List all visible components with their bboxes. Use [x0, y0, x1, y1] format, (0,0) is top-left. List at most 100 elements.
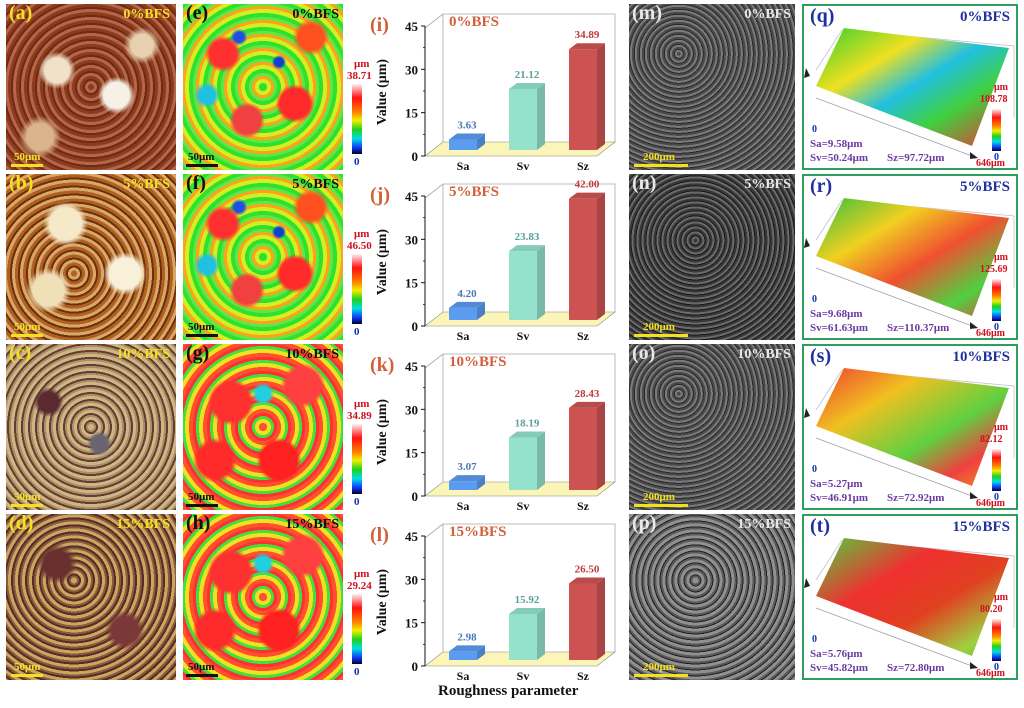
bar-sa [449, 651, 477, 660]
bar-side [537, 608, 545, 660]
panel-label: (p) [632, 514, 657, 534]
optical-photo-panel: (b) 5%BFS 50μm [6, 174, 176, 340]
surface-3d-panel: (s) 10%BFS μm 82.12 0 0 646μm Sa=5.27μm Sv=46.91… [802, 344, 1018, 510]
colorbar-min: 0 [354, 156, 360, 168]
bar-side [477, 475, 485, 490]
axis-arrow-icon [804, 238, 810, 248]
sem-image-panel: (n) 5%BFS 200μm [629, 174, 795, 340]
panel-label: (m) [632, 4, 662, 24]
bfs-label: 0%BFS [959, 9, 1010, 25]
chart-title: 15%BFS [449, 524, 507, 540]
bar-side [477, 133, 485, 150]
panel-label: (r) [810, 175, 833, 197]
bar-top [449, 475, 485, 482]
scale-bar [634, 674, 688, 677]
colorbar-max: 108.78 [980, 94, 1008, 105]
axis-origin-label: 0 [812, 124, 817, 135]
y-tick-label: 15 [405, 276, 419, 291]
x-tick-label: Sv [517, 329, 530, 340]
wall-edge [424, 353, 444, 369]
colorbar-min: 0 [994, 492, 999, 503]
height-map-panel: (g) 10%BFS 50μm [183, 344, 343, 510]
scale-bar-text: 200μm [643, 661, 675, 673]
bar-sa [449, 139, 477, 150]
bar-value-label: 28.43 [575, 388, 600, 400]
colorbar-unit: μm [354, 228, 370, 240]
panel-label: (k) [370, 354, 395, 376]
bar-top [509, 245, 545, 252]
y-tick-label: 45 [405, 19, 419, 34]
scale-bar [634, 334, 688, 337]
bar-chart: (j) Value (μm) 0 15 30 45 5%BFS 4.20 Sa 23.83 Sv 42… [363, 174, 625, 340]
y-tick-label: 15 [405, 106, 419, 121]
bar-side [597, 192, 605, 320]
sem-image-panel: (m) 0%BFS 200μm [629, 4, 795, 170]
colorbar [352, 254, 362, 324]
scale-bar-text: 200μm [643, 321, 675, 333]
bar-sv [509, 614, 537, 660]
sv-value: Sv=61.63μm [810, 322, 869, 334]
axis-arrow-icon [804, 578, 810, 588]
y-tick-label: 0 [412, 319, 419, 334]
bar-chart: (l) Value (μm) 0 15 30 45 15%BFS 2.98 Sa 15.92 Sv 2… [363, 514, 625, 704]
panel-label: (h) [186, 514, 211, 534]
x-tick-label: Sv [517, 669, 530, 680]
scale-bar [634, 164, 688, 167]
panel-label: (i) [370, 14, 389, 36]
bfs-label: 10%BFS [285, 347, 339, 362]
bar-sa [449, 481, 477, 490]
y-tick-label: 30 [405, 232, 418, 247]
surface-3d-panel: (r) 5%BFS μm 125.69 0 0 646μm Sa=9.68μm Sv=61.63… [802, 174, 1018, 340]
scale-bar-text: 50μm [14, 151, 41, 163]
scale-bar-text: 50μm [188, 491, 215, 503]
colorbar [992, 619, 1001, 661]
y-tick-label: 30 [405, 402, 418, 417]
x-tick-label: Sa [457, 669, 470, 680]
bar-sa [449, 307, 477, 320]
bar-side [537, 82, 545, 150]
x-tick-label: Sa [457, 329, 470, 340]
colorbar [352, 424, 362, 494]
optical-photo-panel: (c) 10%BFS 50μm [6, 344, 176, 510]
axis-arrow-icon [804, 408, 810, 418]
bfs-label: 0%BFS [744, 7, 791, 22]
axis-length-label: 646μm [976, 328, 1005, 339]
bar-value-label: 3.07 [457, 461, 477, 473]
optical-photo-panel: (d) 15%BFS 50μm [6, 514, 176, 680]
back-wall [442, 353, 616, 482]
y-tick-label: 45 [405, 529, 419, 544]
colorbar-min: 0 [994, 322, 999, 333]
bar-value-label: 21.12 [515, 69, 540, 81]
bounding-box [815, 369, 1015, 458]
axis-length-label: 646μm [976, 498, 1005, 509]
y-tick-label: 15 [405, 616, 419, 631]
colorbar-max: 80.20 [980, 604, 1003, 615]
bfs-label: 15%BFS [116, 517, 170, 532]
y-tick-label: 45 [405, 189, 419, 204]
bar-value-label: 18.19 [515, 417, 540, 429]
axis-origin-label: 0 [812, 634, 817, 645]
colorbar-min: 0 [354, 326, 360, 338]
sv-value: Sv=50.24μm [810, 152, 869, 164]
bar-value-label: 34.89 [575, 29, 600, 41]
bfs-label: 0%BFS [292, 7, 339, 22]
bfs-label: 5%BFS [123, 177, 170, 192]
scale-bar-text: 50μm [188, 151, 215, 163]
axis-length-label: 646μm [976, 158, 1005, 169]
colorbar-min: 0 [994, 662, 999, 673]
y-tick-label: 0 [412, 489, 419, 504]
scale-bar-text: 50μm [188, 661, 215, 673]
height-map-panel: (e) 0%BFS 50μm [183, 4, 343, 170]
colorbar-max: 38.71 [347, 70, 372, 82]
panel-label: (f) [186, 174, 206, 194]
colorbar-unit: μm [354, 568, 370, 580]
surface-mesh [816, 368, 1009, 486]
axis-arrow-icon [804, 68, 810, 78]
bar-sz [569, 198, 597, 320]
bar-top [569, 43, 605, 50]
bfs-label: 5%BFS [292, 177, 339, 192]
panel-label: (t) [810, 515, 830, 537]
bar-top [569, 192, 605, 199]
y-tick-label: 45 [405, 359, 419, 374]
axis-origin-label: 0 [812, 294, 817, 305]
